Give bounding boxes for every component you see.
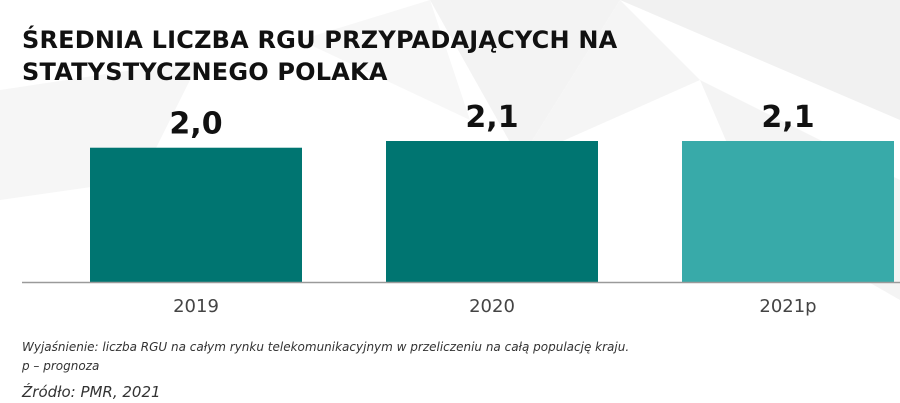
forecast-note: p – prognoza [22, 359, 100, 373]
chart-title-line-1: ŚREDNIA LICZBA RGU PRZYPADAJĄCYCH NA [22, 26, 618, 54]
bar-2019 [90, 147, 302, 282]
chart-title: ŚREDNIA LICZBA RGU PRZYPADAJĄCYCH NA STA… [22, 24, 617, 88]
explanation-note: Wyjaśnienie: liczba RGU na całym rynku t… [22, 340, 630, 354]
x-tick-label-2021p: 2021p [759, 296, 816, 317]
chart-title-line-2: STATYSTYCZNEGO POLAKA [22, 58, 388, 86]
bar-2021p [682, 141, 894, 282]
bar-2020 [386, 141, 598, 282]
value-label-2019: 2,0 [169, 107, 222, 142]
value-label-2020: 2,1 [465, 100, 518, 135]
x-tick-label-2019: 2019 [173, 296, 219, 317]
source-note: Źródło: PMR, 2021 [22, 383, 161, 401]
value-label-2021p: 2,1 [761, 100, 814, 135]
x-tick-label-2020: 2020 [469, 296, 515, 317]
